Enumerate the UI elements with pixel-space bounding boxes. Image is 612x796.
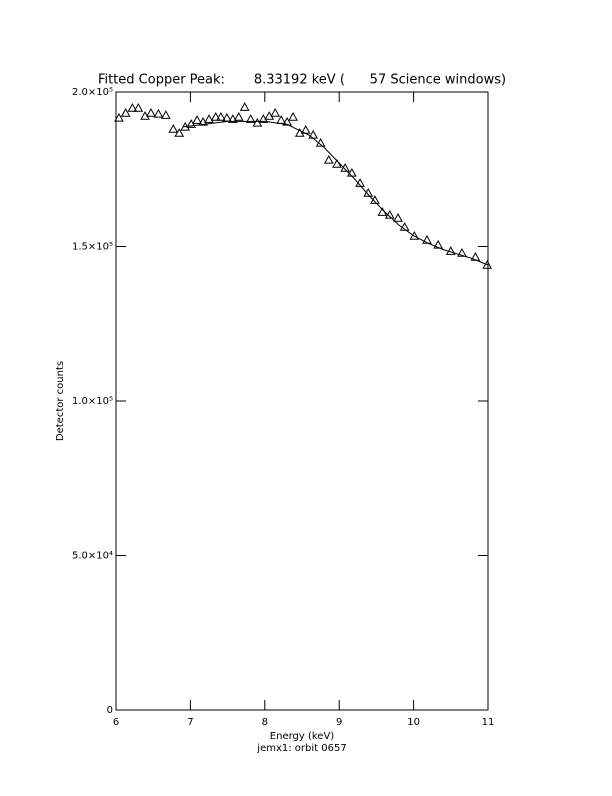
fit-line bbox=[182, 120, 489, 266]
plot-frame bbox=[115, 91, 489, 711]
data-point bbox=[233, 111, 244, 121]
x-tick-label: 6 bbox=[113, 717, 119, 728]
footnote: jemx1: orbit 0657 bbox=[256, 743, 346, 754]
data-point bbox=[445, 246, 456, 255]
data-point bbox=[160, 110, 171, 119]
data-point bbox=[308, 129, 319, 139]
data-point bbox=[323, 154, 334, 164]
data-point bbox=[227, 114, 238, 123]
y-tick-label: 1.0×10⁵ bbox=[72, 396, 113, 407]
data-point bbox=[409, 230, 420, 240]
data-point bbox=[133, 103, 144, 112]
data-point bbox=[168, 124, 179, 133]
data-point bbox=[482, 260, 493, 269]
y-tick-label: 0 bbox=[107, 705, 113, 716]
x-axis-label: Energy (keV) bbox=[270, 731, 335, 742]
y-axis-label: Detector counts bbox=[55, 361, 66, 441]
data-point bbox=[127, 103, 138, 112]
x-tick-label: 11 bbox=[482, 717, 495, 728]
data-point bbox=[114, 112, 124, 122]
data-point bbox=[146, 107, 156, 117]
data-point bbox=[192, 115, 202, 124]
data-point bbox=[216, 111, 226, 121]
chart-title: Fitted Copper Peak: 8.33192 keV ( 57 Sci… bbox=[98, 73, 506, 88]
data-point bbox=[276, 115, 287, 124]
data-point bbox=[204, 114, 214, 123]
data-point bbox=[153, 108, 164, 118]
data-point bbox=[239, 102, 250, 111]
data-point bbox=[288, 111, 298, 121]
data-point bbox=[245, 114, 256, 123]
y-tick-label: 5.0×10⁴ bbox=[72, 551, 113, 562]
x-tick-label: 10 bbox=[407, 717, 420, 728]
data-point bbox=[340, 162, 351, 172]
data-point bbox=[393, 213, 403, 222]
data-point bbox=[270, 107, 281, 117]
data-point bbox=[120, 107, 131, 117]
data-point bbox=[457, 247, 467, 257]
data-point bbox=[210, 111, 221, 121]
y-tick-label: 2.0×10⁵ bbox=[72, 87, 113, 98]
data-point bbox=[433, 239, 444, 249]
data-point bbox=[422, 234, 432, 244]
x-tick-label: 9 bbox=[336, 717, 342, 728]
x-tick-label: 7 bbox=[187, 717, 193, 728]
x-tick-label: 8 bbox=[262, 717, 268, 728]
data-point bbox=[332, 158, 342, 168]
data-point bbox=[174, 128, 185, 137]
data-point bbox=[399, 222, 410, 231]
data-point bbox=[282, 116, 292, 126]
y-tick-label: 1.5×10⁵ bbox=[72, 242, 113, 253]
